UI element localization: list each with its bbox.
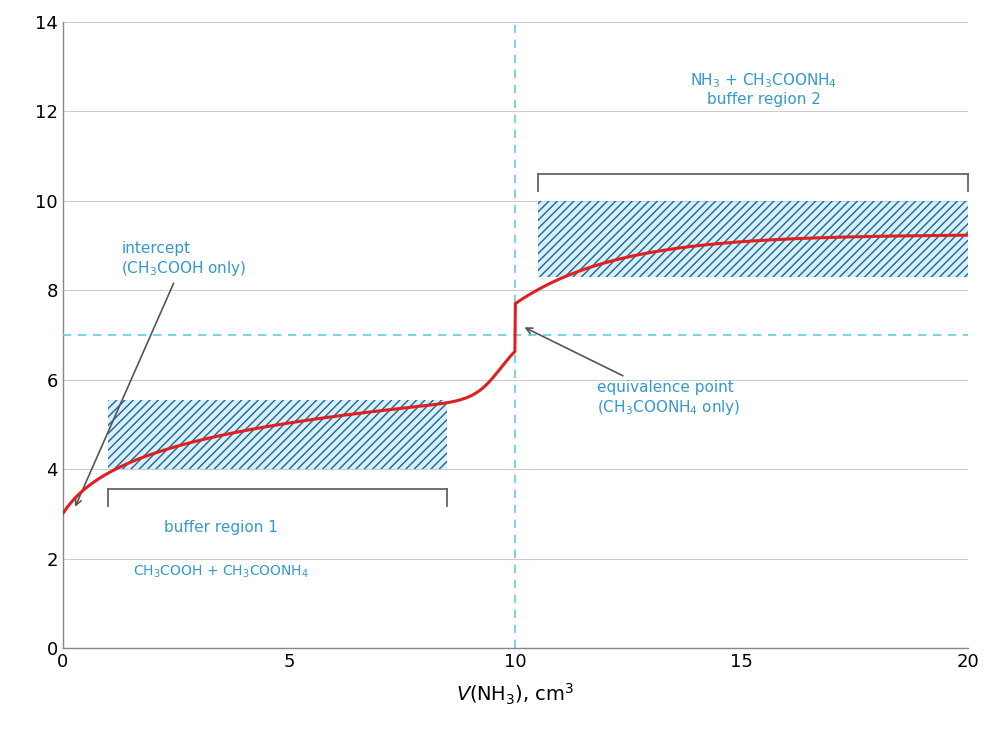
Text: equivalence point
(CH$_3$COONH$_4$ only): equivalence point (CH$_3$COONH$_4$ only): [526, 328, 741, 416]
X-axis label: $\mathit{V}$(NH$_3$), cm$^3$: $\mathit{V}$(NH$_3$), cm$^3$: [456, 682, 575, 708]
Bar: [108, 400, 447, 469]
Text: NH$_3$ + CH$_3$COONH$_4$
buffer region 2: NH$_3$ + CH$_3$COONH$_4$ buffer region 2: [691, 71, 838, 107]
Text: buffer region 1: buffer region 1: [164, 520, 278, 535]
Text: CH$_3$COOH + CH$_3$COONH$_4$: CH$_3$COOH + CH$_3$COONH$_4$: [133, 564, 309, 580]
Bar: [538, 201, 967, 277]
Text: intercept
(CH$_3$COOH only): intercept (CH$_3$COOH only): [76, 241, 247, 505]
Bar: [108, 400, 447, 469]
Bar: [538, 201, 967, 277]
